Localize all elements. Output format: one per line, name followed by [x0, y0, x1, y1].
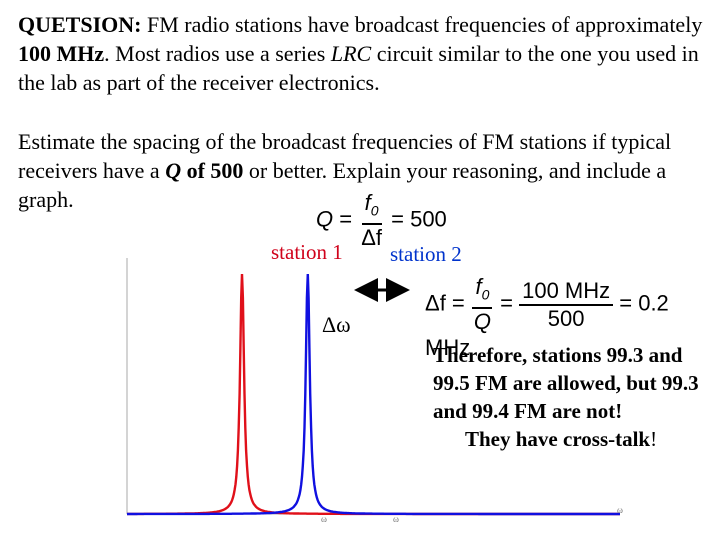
question-label: QUETSION:	[18, 12, 142, 37]
tick-label-3: ω	[617, 505, 623, 515]
q-equation-denominator: Δf	[361, 225, 383, 251]
bandwidth-num-1: f0	[472, 274, 493, 310]
conclusion-line1: Therefore, stations 99.3 and 99.5 FM are…	[433, 343, 699, 423]
bandwidth-fraction-2: 100 MHz 500	[519, 278, 614, 332]
crosstalk-text: They have cross-talk	[465, 427, 651, 451]
frequency-value: 100 MHz	[18, 41, 105, 66]
question-text-c: circuit similar to the one you used in t…	[18, 41, 699, 95]
question-text-a: FM radio stations have broadcast frequen…	[141, 12, 703, 37]
q-equation-lhs: Q	[316, 206, 334, 232]
question-paragraph: QUETSION: FM radio stations have broadca…	[18, 10, 708, 97]
bandwidth-equation: Δf = f0 Q = 100 MHz 500 = 0.2 MHz	[425, 274, 720, 361]
station2-label: station 2	[390, 242, 462, 266]
q-equation-rhs: = 500	[385, 206, 447, 232]
task-text-b: or better. Explain your reasoning, and i…	[18, 158, 667, 212]
delta-omega-label: Δω	[322, 312, 351, 337]
q-equation-fraction: f0 Δf	[358, 190, 385, 251]
q-equation-numerator: f0	[361, 190, 382, 226]
question-text-b: . Most radios use a series	[104, 41, 331, 66]
bandwidth-equals-1: =	[445, 290, 471, 316]
conclusion-note: Therefore, stations 99.3 and 99.5 FM are…	[433, 341, 718, 453]
bandwidth-den-2: 500	[547, 305, 585, 331]
station2-resonance-curve	[127, 273, 620, 516]
bandwidth-num-2: 100 MHz	[519, 278, 614, 306]
q-equation: Q = f0 Δf = 500	[316, 190, 447, 251]
bandwidth-equals-2: =	[494, 290, 520, 316]
circuit-name: LRC	[330, 41, 372, 66]
station1-label: station 1	[271, 240, 343, 264]
bandwidth-rhs: = 0.2 MHz	[425, 290, 669, 361]
tick-label-2: ω	[393, 514, 399, 524]
tick-label-1: ω	[321, 514, 327, 524]
q-value: of 500	[181, 158, 244, 183]
q-equation-equals: =	[333, 206, 359, 232]
conclusion-line2: They have cross-talk!	[433, 425, 657, 453]
task-text-a: Estimate the spacing of the broadcast fr…	[18, 129, 672, 183]
task-paragraph: Estimate the spacing of the broadcast fr…	[18, 127, 708, 214]
exclamation: !	[650, 427, 658, 451]
bandwidth-fraction-1: f0 Q	[471, 274, 494, 335]
bandwidth-lhs: Δf	[425, 290, 446, 316]
bandwidth-den-1: Q	[473, 309, 492, 335]
q-symbol: Q	[165, 158, 182, 183]
